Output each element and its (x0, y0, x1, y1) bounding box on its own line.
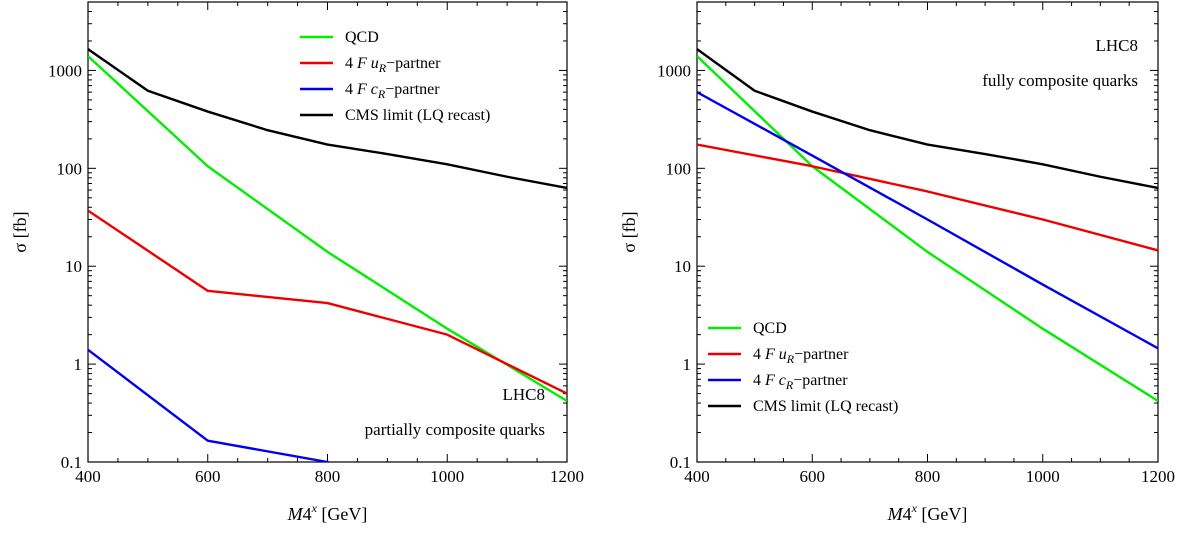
legend-label-1: QCD (753, 320, 787, 337)
x-tick-label: 1000 (1026, 467, 1060, 486)
x-tick-label: 1000 (430, 467, 464, 486)
annotation-line-1: LHC8 (1096, 36, 1139, 55)
legend: QCD 4 F uR−partner 4 F cR−partner CMS limit… (708, 320, 898, 415)
series-line-3 (88, 348, 332, 462)
y-tick-label: 10 (674, 257, 691, 276)
legend-label-3: 4 F cR−partner (345, 81, 440, 101)
series-line-3 (697, 91, 1158, 350)
annotation-line-1: LHC8 (503, 385, 546, 404)
x-tick-label: 800 (315, 467, 341, 486)
series-line-1 (697, 55, 1158, 403)
y-axis-title: σ [fb] (619, 211, 639, 252)
y-tick-label: 1000 (48, 61, 82, 80)
legend-label-1: QCD (345, 29, 379, 46)
y-tick-label: 100 (57, 159, 83, 178)
annotation: LHC8 fully composite quarks (982, 36, 1138, 90)
legend-label-4: CMS limit (LQ recast) (753, 398, 898, 415)
x-tick-label: 600 (195, 467, 221, 486)
y-tick-label: 100 (666, 159, 692, 178)
legend: QCD 4 F uR−partner 4 F cR−partner CMS limit… (300, 29, 490, 124)
x-tick-label: 400 (75, 467, 101, 486)
annotation-line-2: fully composite quarks (982, 71, 1138, 90)
y-tick-label: 1000 (657, 61, 691, 80)
chart-panel-2: 400 600 800 1000 1200 0.1 1 10 100 1000 M4x [GeV] σ… (619, 1, 1175, 524)
series-line-4 (88, 48, 567, 190)
x-tick-label: 1200 (550, 467, 584, 486)
chart-panel-1: 400 600 800 1000 1200 0.1 1 10 100 1000 M4x [GeV] σ… (10, 1, 584, 524)
x-axis-title: M4x [GeV] (887, 501, 968, 524)
y-tick-label: 1 (683, 355, 692, 374)
annotation-line-2: partially composite quarks (365, 420, 545, 439)
series-line-2 (697, 143, 1158, 252)
y-tick-label: 0.1 (670, 453, 691, 472)
y-tick-label: 10 (65, 257, 82, 276)
y-tick-label: 1 (74, 355, 83, 374)
x-tick-label: 600 (800, 467, 826, 486)
x-tick-label: 800 (915, 467, 941, 486)
series-line-1 (88, 55, 567, 403)
legend-label-2: 4 F uR−partner (345, 55, 441, 75)
series-line-2 (88, 209, 567, 395)
y-tick-label: 0.1 (61, 453, 82, 472)
annotation: LHC8 partially composite quarks (365, 385, 545, 439)
x-axis-title: M4x [GeV] (287, 501, 368, 524)
x-tick-label: 1200 (1141, 467, 1175, 486)
x-tick-label: 400 (684, 467, 710, 486)
legend-label-4: CMS limit (LQ recast) (345, 107, 490, 124)
series-group (88, 48, 567, 462)
series-group (697, 48, 1158, 403)
legend-label-2: 4 F uR−partner (753, 346, 849, 366)
y-axis-title: σ [fb] (10, 211, 30, 252)
legend-label-3: 4 F cR−partner (753, 372, 848, 392)
plot-frame (87, 1, 568, 463)
series-line-4 (697, 48, 1158, 190)
